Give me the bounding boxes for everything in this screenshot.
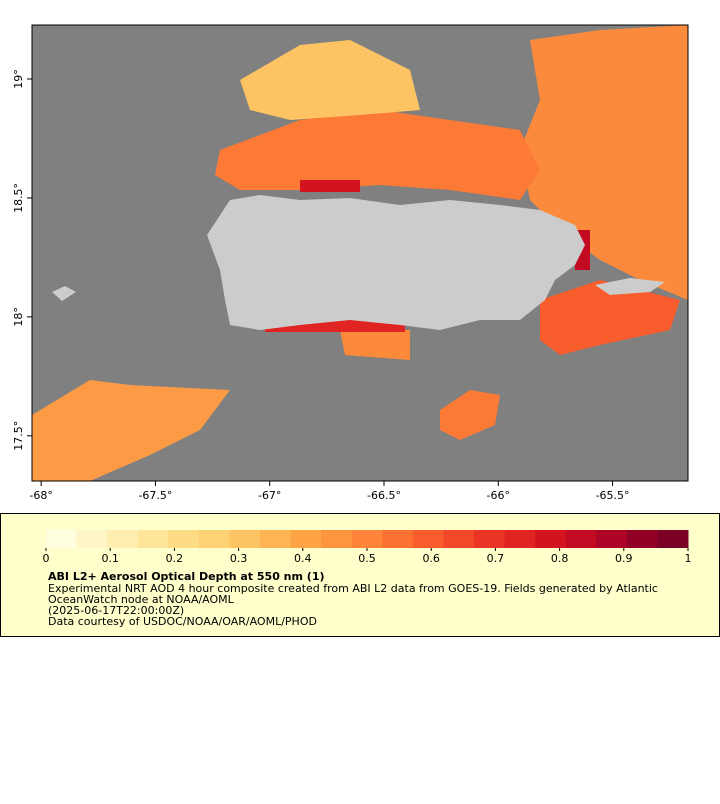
legend-title: ABI L2+ Aerosol Optical Depth at 550 nm … [48,570,325,583]
aerosol-patch [340,330,410,360]
colorbar-swatch [351,530,383,548]
colorbar-tick-label: 0 [43,552,50,565]
colorbar-swatch [412,530,444,548]
aerosol-patch [215,110,540,200]
x-tick-label: -68° [29,489,52,502]
colorbar-swatch [168,530,200,548]
legend-line: Experimental NRT AOD 4 hour composite cr… [48,582,658,595]
colorbar-swatch [260,530,292,548]
colorbar-tick-label: 0.8 [551,552,569,565]
legend-line: (2025-06-17T22:00:00Z) [48,604,184,617]
colorbar-tick-label: 0.7 [487,552,505,565]
x-tick-label: -67° [258,489,281,502]
colorbar-swatch [535,530,567,548]
y-tick-label: 18° [12,307,25,327]
colorbar-swatch [657,530,689,548]
colorbar-tick-label: 0.5 [358,552,376,565]
colorbar-tick-label: 0.1 [101,552,119,565]
colorbar-tick-label: 0.3 [230,552,248,565]
colorbar-swatch [443,530,475,548]
y-tick-label: 17.5° [12,421,25,451]
land-mona [52,286,76,301]
colorbar-swatch [565,530,597,548]
aerosol-patch [32,380,230,481]
aerosol-patch [440,390,500,440]
land-puerto-rico [207,195,585,330]
colorbar-swatch [321,530,353,548]
colorbar-swatch [504,530,536,548]
colorbar-swatch [290,530,322,548]
map-frame [31,24,689,482]
colorbar-tick-label: 0.9 [615,552,633,565]
x-tick-label: -66° [487,489,510,502]
aerosol-patch [300,180,360,192]
colorbar-tick-label: 1 [685,552,692,565]
colorbar-tick-label: 0.2 [166,552,184,565]
aerosol-patch [240,40,420,120]
colorbar-swatch [229,530,261,548]
x-tick-label: -67.5° [138,489,172,502]
colorbar-swatch [474,530,506,548]
y-tick-label: 18.5° [12,183,25,213]
y-tick-label: 19° [12,69,25,89]
land-vieques [595,278,665,295]
colorbar-swatch [382,530,414,548]
colorbar-swatch [626,530,658,548]
colorbar-swatch [137,530,169,548]
colorbar-tick-label: 0.6 [422,552,440,565]
colorbar-swatch [107,530,139,548]
x-tick-label: -65.5° [596,489,630,502]
colorbar-swatch [596,530,628,548]
aerosol-patch [540,280,680,355]
legend-line: Data courtesy of USDOC/NOAA/OAR/AOML/PHO… [48,615,317,628]
colorbar-swatch [46,530,78,548]
x-tick-label: -66.5° [367,489,401,502]
colorbar-swatch [76,530,108,548]
colorbar-swatch [198,530,230,548]
colorbar-tick-label: 0.4 [294,552,312,565]
legend-line: OceanWatch node at NOAA/AOML [48,593,235,606]
